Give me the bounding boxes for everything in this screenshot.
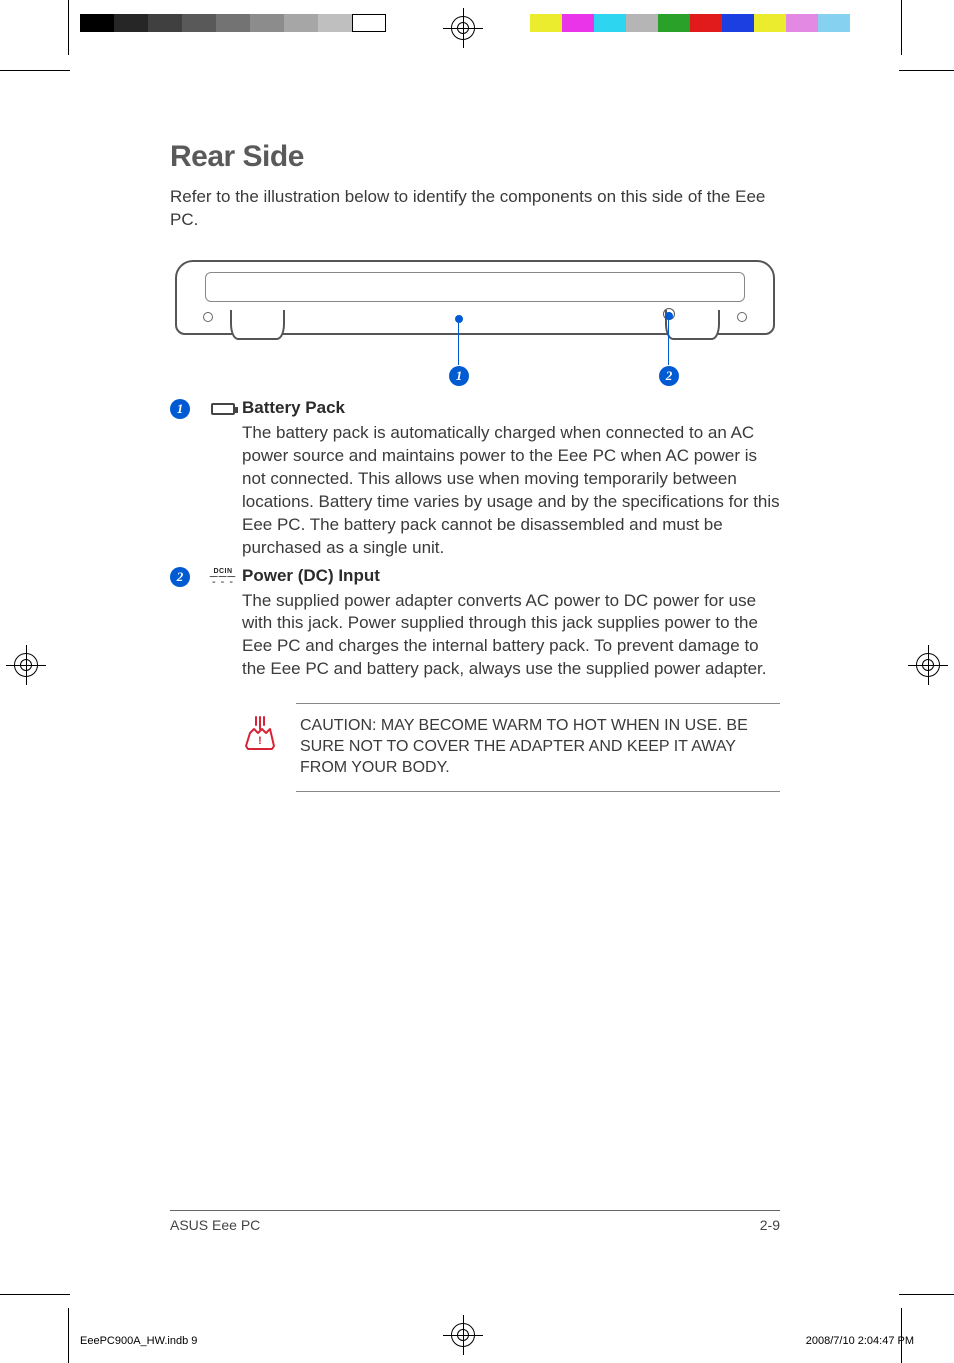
registration-target-icon bbox=[6, 645, 46, 685]
item-title: Battery Pack bbox=[242, 398, 780, 418]
component-item-dcin: 2 DCIN ───- - - Power (DC) Input The sup… bbox=[170, 566, 780, 682]
caution-text: CAUTION: MAY BECOME WARM TO HOT WHEN IN … bbox=[296, 703, 780, 791]
item-number-badge: 2 bbox=[170, 566, 204, 587]
item-number-badge: 1 bbox=[170, 398, 204, 419]
callout-badge-2: 2 bbox=[659, 366, 679, 386]
section-title: Rear Side bbox=[170, 140, 780, 174]
registration-target-icon bbox=[443, 1315, 483, 1355]
item-body: The battery pack is automatically charge… bbox=[242, 422, 780, 560]
callout-line-1 bbox=[458, 323, 459, 365]
printer-registration-top bbox=[0, 0, 954, 90]
page-content: Rear Side Refer to the illustration belo… bbox=[170, 140, 780, 792]
registration-target-icon bbox=[908, 645, 948, 685]
callout-dot-2 bbox=[665, 312, 673, 320]
color-registration-strip bbox=[530, 14, 850, 32]
caution-block: ! CAUTION: MAY BECOME WARM TO HOT WHEN I… bbox=[242, 703, 780, 791]
caution-hot-icon: ! bbox=[242, 703, 280, 758]
svg-text:!: ! bbox=[258, 735, 262, 747]
rear-device-illustration: 1 2 bbox=[175, 260, 775, 390]
indesign-slug-timestamp: 2008/7/10 2:04:47 PM bbox=[806, 1335, 914, 1347]
callout-badge-1: 1 bbox=[449, 366, 469, 386]
item-body: The supplied power adapter converts AC p… bbox=[242, 590, 780, 682]
battery-icon bbox=[204, 398, 242, 415]
callout-line-2 bbox=[668, 320, 669, 365]
footer-product-name: ASUS Eee PC bbox=[170, 1217, 260, 1233]
registration-target-icon bbox=[443, 8, 483, 48]
page-footer: ASUS Eee PC 2-9 bbox=[170, 1210, 780, 1233]
dcin-icon: DCIN ───- - - bbox=[204, 566, 242, 586]
footer-page-number: 2-9 bbox=[760, 1217, 780, 1233]
item-title: Power (DC) Input bbox=[242, 566, 780, 586]
grayscale-registration-strip bbox=[80, 14, 386, 32]
intro-paragraph: Refer to the illustration below to ident… bbox=[170, 186, 780, 232]
indesign-slug-file: EeePC900A_HW.indb 9 bbox=[80, 1335, 197, 1347]
component-item-battery: 1 Battery Pack The battery pack is autom… bbox=[170, 398, 780, 560]
callout-dot-1 bbox=[455, 315, 463, 323]
